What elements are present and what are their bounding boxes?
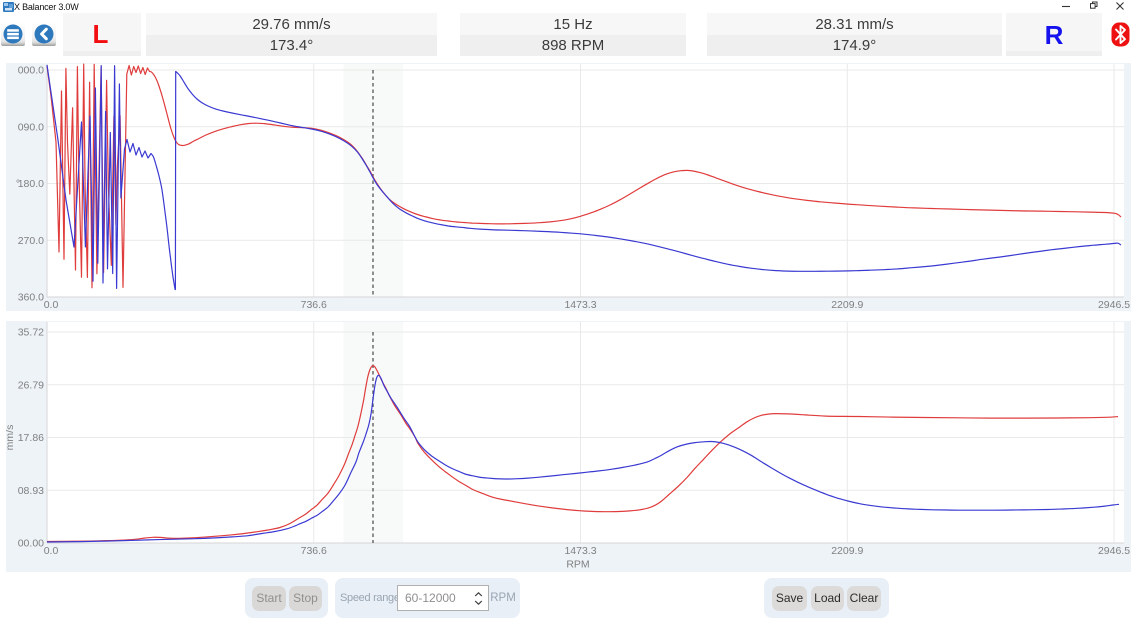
svg-text:0.0: 0.0	[44, 545, 59, 557]
svg-text:1473.3: 1473.3	[564, 545, 596, 557]
svg-text:2209.9: 2209.9	[831, 299, 863, 311]
svg-text:00.00: 00.00	[18, 538, 44, 550]
svg-text:mm/s: mm/s	[6, 425, 16, 451]
svg-text:2209.9: 2209.9	[831, 545, 863, 557]
svg-text:35.72: 35.72	[18, 327, 44, 339]
svg-text:RPM: RPM	[566, 559, 589, 571]
svg-text:0.0: 0.0	[44, 299, 59, 311]
svg-text:000.0: 000.0	[18, 65, 44, 77]
svg-text:270.0: 270.0	[18, 235, 44, 247]
svg-text:°: °	[16, 178, 20, 190]
svg-text:736.6: 736.6	[301, 545, 327, 557]
svg-text:17.86: 17.86	[18, 432, 44, 444]
svg-text:090.0: 090.0	[18, 121, 44, 133]
svg-text:2946.5: 2946.5	[1098, 545, 1130, 557]
svg-text:180.0: 180.0	[18, 178, 44, 190]
svg-text:360.0: 360.0	[18, 292, 44, 304]
svg-text:1473.3: 1473.3	[564, 299, 596, 311]
svg-text:2946.5: 2946.5	[1098, 299, 1130, 311]
svg-text:26.79: 26.79	[18, 379, 44, 391]
svg-text:08.93: 08.93	[18, 485, 44, 497]
svg-text:736.6: 736.6	[301, 299, 327, 311]
